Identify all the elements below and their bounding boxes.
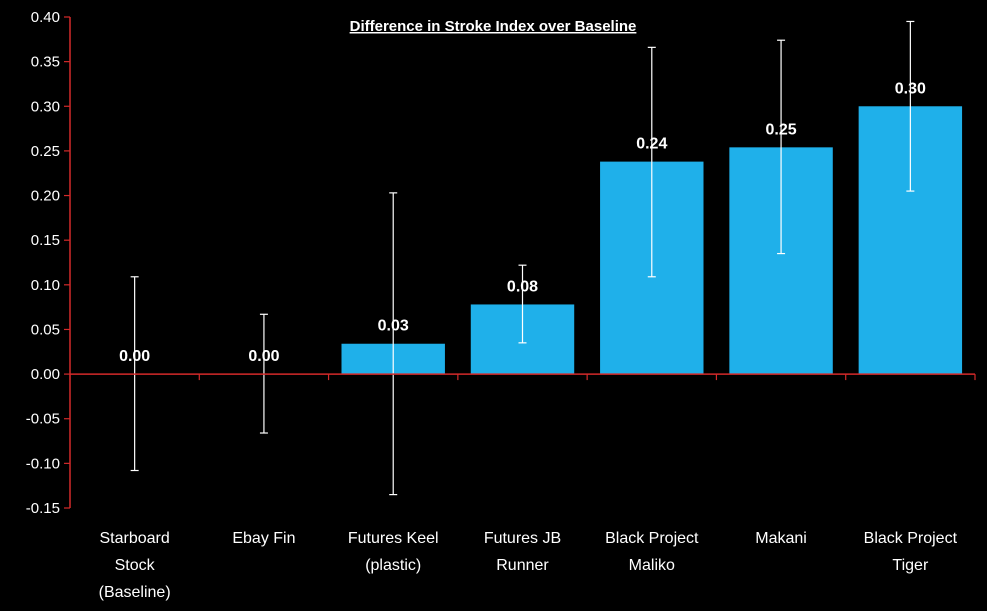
x-tick-label: Starboard Stock (Baseline) <box>99 530 171 601</box>
y-tick-label: -0.15 <box>26 500 60 517</box>
y-tick-label: 0.40 <box>31 9 60 26</box>
chart-title: Difference in Stroke Index over Baseline <box>350 18 637 35</box>
y-tick-label: 0.00 <box>31 366 60 383</box>
y-tick-label: -0.10 <box>26 455 60 472</box>
y-tick-label: 0.05 <box>31 321 60 338</box>
data-label-7: 0.30 <box>895 80 926 97</box>
x-tick-labels-group: Starboard Stock (Baseline) Ebay Fin Futures … <box>99 530 958 601</box>
data-label-1: 0.00 <box>119 348 150 365</box>
axes-group <box>64 16 976 509</box>
data-label-3: 0.03 <box>378 318 409 335</box>
x-tick-label: Makani <box>755 530 807 547</box>
data-label-5: 0.24 <box>636 136 667 153</box>
y-tick-label: 0.35 <box>31 54 60 71</box>
error-bars-group <box>130 20 915 496</box>
data-label-6: 0.25 <box>766 121 797 138</box>
x-tick-label: Futures JB Runner <box>484 530 561 574</box>
x-tick-label: Futures Keel (plastic) <box>348 530 439 574</box>
data-label-4: 0.08 <box>507 278 538 295</box>
x-tick-label: Black Project Tiger <box>864 530 958 574</box>
data-labels-group: 0.00 0.00 0.03 0.08 0.24 0.25 0.30 <box>119 80 926 365</box>
y-tick-label: 0.25 <box>31 143 60 160</box>
x-tick-label: Ebay Fin <box>232 530 295 547</box>
data-label-2: 0.00 <box>248 348 279 365</box>
y-tick-label: 0.30 <box>31 98 60 115</box>
y-tick-label: 0.20 <box>31 188 60 205</box>
y-tick-label: 0.10 <box>31 277 60 294</box>
y-tick-label: -0.05 <box>26 411 60 428</box>
x-tick-label: Black Project Maliko <box>605 530 699 574</box>
y-tick-label: 0.15 <box>31 232 60 249</box>
y-tick-labels-group: -0.15 -0.10 -0.05 0.00 0.05 0.10 0.15 0.20 0.25 0… <box>26 9 60 517</box>
